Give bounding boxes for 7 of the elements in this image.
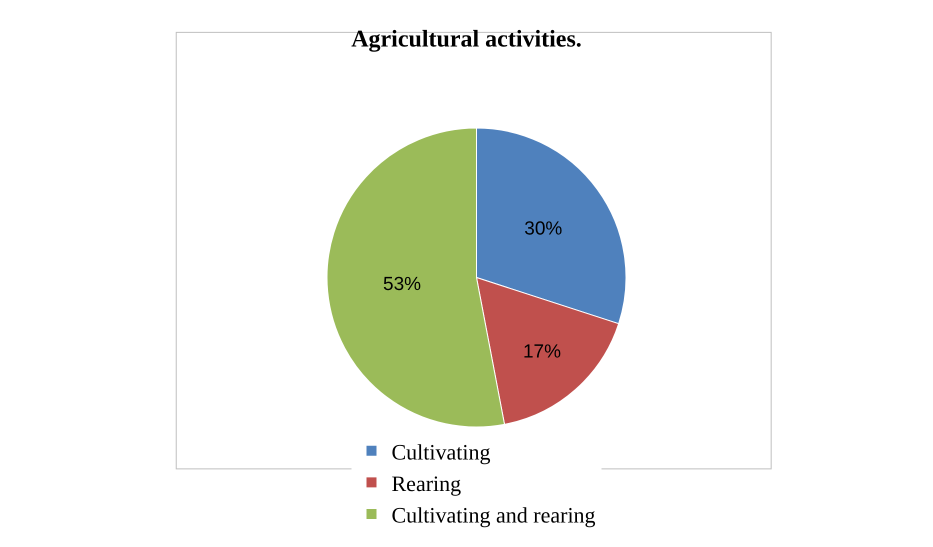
legend-label: Rearing: [392, 470, 462, 496]
data-label: 53%: [383, 274, 422, 296]
data-label: 30%: [524, 218, 562, 240]
data-label: 17%: [522, 341, 562, 362]
legend-label: Cultivating and rearing: [392, 502, 596, 528]
legend-label: Cultivating: [392, 439, 490, 464]
chart-title: Agricultural activities.: [351, 26, 582, 53]
